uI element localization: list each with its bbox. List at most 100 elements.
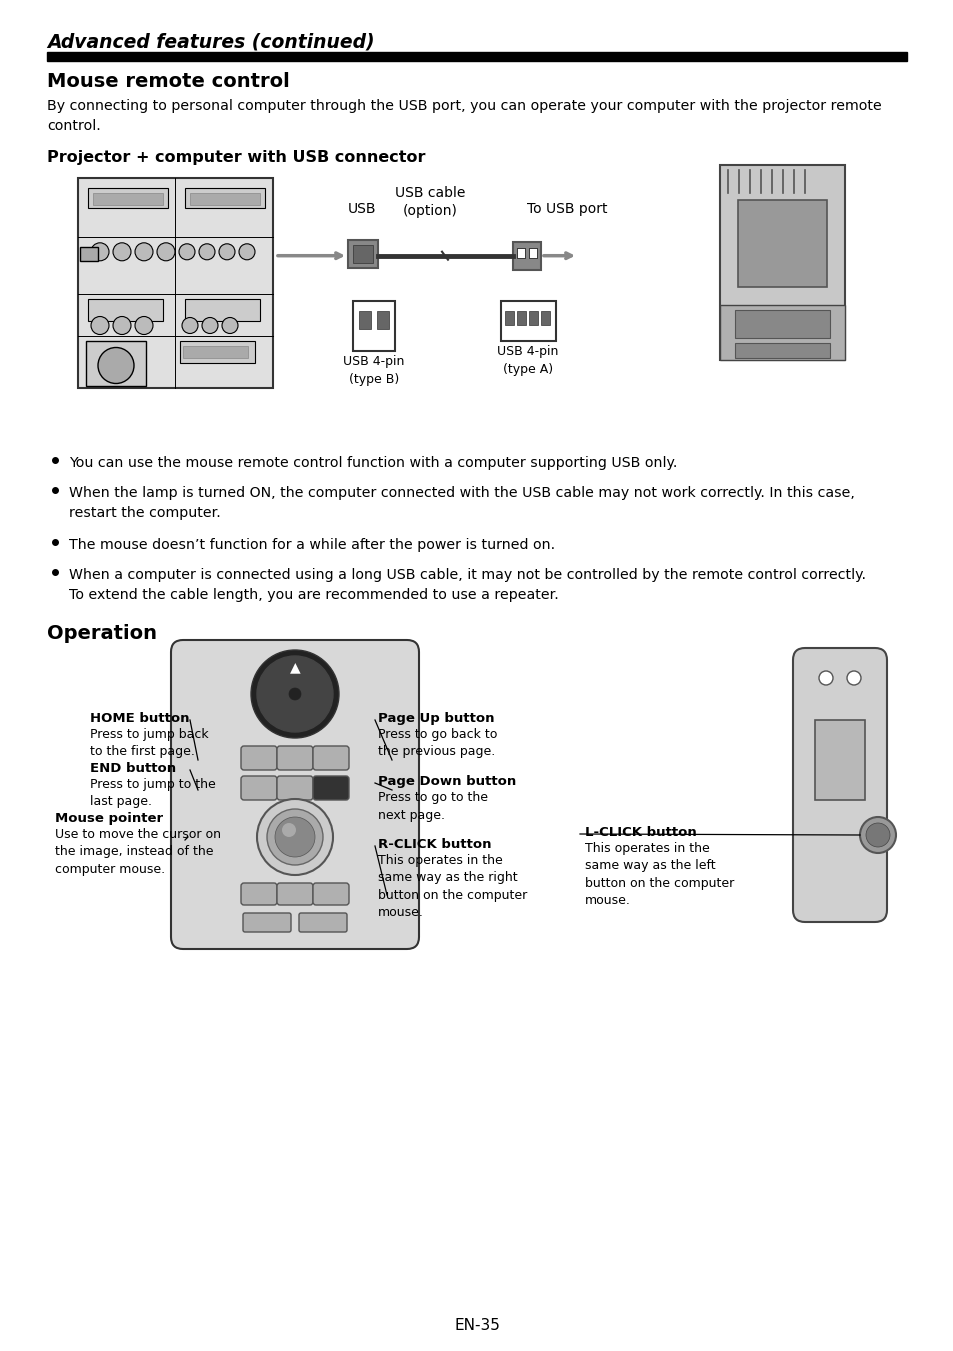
Bar (185, 188, 265, 208)
Circle shape (91, 243, 109, 261)
Text: You can use the mouse remote control function with a computer supporting USB onl: You can use the mouse remote control fun… (69, 457, 677, 470)
FancyBboxPatch shape (276, 884, 313, 905)
Text: Press to go to the
next page.: Press to go to the next page. (377, 790, 488, 821)
Bar (513, 242, 540, 270)
Bar (540, 311, 550, 324)
Circle shape (289, 688, 301, 700)
Bar (80, 247, 98, 261)
Text: When a computer is connected using a long USB cable, it may not be controlled by: When a computer is connected using a lon… (69, 567, 865, 601)
Text: This operates in the
same way as the right
button on the computer
mouse.: This operates in the same way as the rig… (377, 854, 527, 920)
Text: Projector + computer with USB connector: Projector + computer with USB connector (47, 150, 425, 165)
Bar (348, 239, 377, 267)
Circle shape (98, 347, 133, 384)
Bar (78, 178, 273, 388)
Bar (720, 165, 844, 359)
Bar (500, 301, 556, 340)
Bar (358, 311, 371, 328)
Circle shape (239, 243, 254, 259)
FancyBboxPatch shape (313, 884, 349, 905)
Circle shape (182, 317, 198, 334)
Text: L-CLICK button: L-CLICK button (584, 825, 696, 839)
Text: Operation: Operation (47, 624, 157, 643)
Text: This operates in the
same way as the left
button on the computer
mouse.: This operates in the same way as the lef… (584, 842, 734, 908)
Bar (720, 305, 844, 359)
Circle shape (157, 243, 174, 261)
FancyBboxPatch shape (792, 648, 886, 921)
Text: USB: USB (348, 201, 376, 216)
Text: The mouse doesn’t function for a while after the power is turned on.: The mouse doesn’t function for a while a… (69, 538, 555, 553)
Circle shape (282, 823, 295, 838)
FancyBboxPatch shape (276, 775, 313, 800)
Bar (190, 193, 260, 205)
Circle shape (818, 671, 832, 685)
Text: Press to jump back
to the first page.: Press to jump back to the first page. (90, 728, 209, 758)
Text: USB 4-pin
(type B): USB 4-pin (type B) (343, 355, 404, 385)
Bar (47, 51, 906, 61)
Bar (376, 311, 389, 328)
Bar (504, 311, 514, 324)
FancyBboxPatch shape (243, 913, 291, 932)
Text: USB cable
(option): USB cable (option) (395, 185, 465, 218)
Text: Press to jump to the
last page.: Press to jump to the last page. (90, 778, 215, 808)
Bar (353, 245, 373, 262)
Bar (738, 200, 826, 286)
Bar (88, 299, 163, 320)
Text: END button: END button (90, 762, 176, 775)
Circle shape (256, 657, 333, 732)
Bar (529, 247, 537, 258)
Text: Use to move the cursor on
the image, instead of the
computer mouse.: Use to move the cursor on the image, ins… (55, 828, 221, 875)
Text: Mouse remote control: Mouse remote control (47, 72, 290, 91)
Bar (734, 343, 829, 358)
Text: Mouse pointer: Mouse pointer (55, 812, 163, 825)
Text: Advanced features (continued): Advanced features (continued) (47, 32, 375, 51)
Text: ▲: ▲ (290, 661, 300, 674)
Text: By connecting to personal computer through the USB port, you can operate your co: By connecting to personal computer throu… (47, 99, 881, 132)
Circle shape (865, 823, 889, 847)
Circle shape (251, 650, 338, 738)
FancyBboxPatch shape (313, 775, 349, 800)
Text: Page Up button: Page Up button (377, 712, 494, 725)
Text: Page Down button: Page Down button (377, 775, 516, 788)
FancyBboxPatch shape (276, 746, 313, 770)
Circle shape (135, 243, 152, 261)
FancyBboxPatch shape (241, 775, 276, 800)
Circle shape (222, 317, 237, 334)
Circle shape (846, 671, 861, 685)
Text: EN-35: EN-35 (454, 1319, 499, 1333)
FancyBboxPatch shape (241, 746, 276, 770)
Bar (88, 188, 168, 208)
Text: HOME button: HOME button (90, 712, 190, 725)
Circle shape (112, 243, 131, 261)
Bar (183, 346, 248, 358)
Bar (86, 340, 146, 385)
FancyBboxPatch shape (313, 746, 349, 770)
Bar (814, 720, 864, 800)
FancyBboxPatch shape (171, 640, 418, 948)
Bar (185, 299, 260, 320)
Text: When the lamp is turned ON, the computer connected with the USB cable may not wo: When the lamp is turned ON, the computer… (69, 486, 854, 520)
Bar (517, 311, 525, 324)
Circle shape (135, 316, 152, 335)
Circle shape (267, 809, 323, 865)
Bar (517, 247, 524, 258)
Text: R-CLICK button: R-CLICK button (377, 838, 491, 851)
Text: To USB port: To USB port (526, 201, 607, 216)
FancyBboxPatch shape (241, 884, 276, 905)
Circle shape (179, 243, 194, 259)
Bar (529, 311, 537, 324)
Text: USB 4-pin
(type A): USB 4-pin (type A) (497, 345, 558, 376)
Circle shape (274, 817, 314, 857)
Circle shape (219, 243, 234, 259)
Text: Press to go back to
the previous page.: Press to go back to the previous page. (377, 728, 497, 758)
Circle shape (256, 798, 333, 875)
Circle shape (199, 243, 214, 259)
Circle shape (91, 316, 109, 335)
FancyBboxPatch shape (298, 913, 347, 932)
Bar (92, 193, 163, 205)
Circle shape (859, 817, 895, 852)
Bar (353, 301, 395, 351)
Bar (180, 340, 254, 362)
Circle shape (202, 317, 218, 334)
Bar (734, 311, 829, 338)
Circle shape (112, 316, 131, 335)
